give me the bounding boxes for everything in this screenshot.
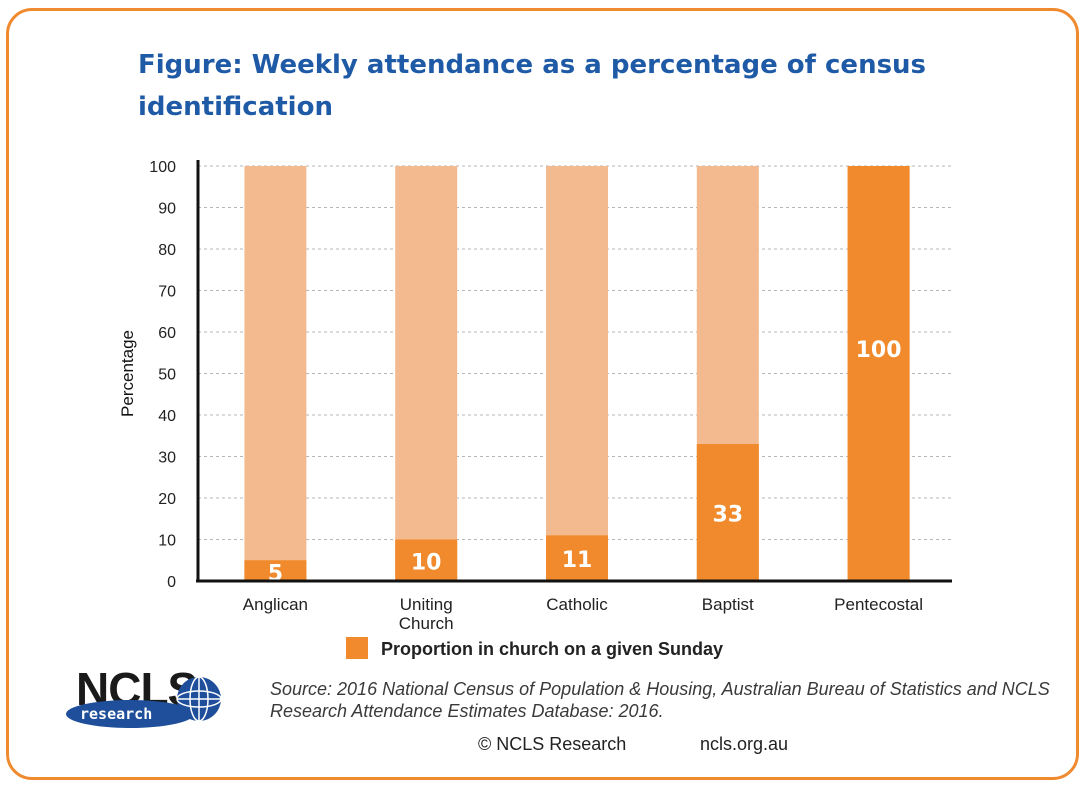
value-bar	[696, 444, 759, 581]
y-tick-label: 60	[158, 325, 176, 342]
legend-swatch	[346, 637, 368, 659]
figure-title: Figure: Weekly attendance as a percentag…	[138, 50, 927, 122]
y-tick-label: 50	[158, 367, 176, 384]
y-tick-label: 80	[158, 242, 176, 259]
y-tick-label: 90	[158, 201, 176, 218]
y-tick-label: 30	[158, 450, 176, 467]
data-label: 11	[562, 548, 593, 573]
y-axis-label: Percentage	[118, 330, 137, 417]
value-bar	[395, 539, 458, 581]
card-frame	[6, 8, 1079, 780]
y-tick-label: 100	[149, 159, 176, 176]
background-bar	[546, 166, 608, 581]
ncls-logo: NCLS research	[66, 664, 224, 738]
x-tick-label: Uniting	[400, 595, 453, 614]
data-label: 10	[411, 550, 442, 575]
globe-icon	[176, 676, 222, 722]
background-bar	[244, 166, 307, 581]
value-bar	[847, 166, 910, 581]
x-tick-label: Baptist	[702, 595, 754, 614]
y-tick-label: 70	[158, 284, 176, 301]
legend-label: Proportion in church on a given Sunday	[381, 639, 723, 659]
background-bar	[395, 166, 458, 581]
y-tick-label: 0	[167, 574, 176, 591]
data-label: 33	[712, 503, 743, 528]
logo-sub-text: research	[80, 705, 153, 723]
y-tick-label: 10	[158, 533, 176, 550]
value-bar	[546, 535, 608, 581]
x-tick-label: Pentecostal	[834, 595, 923, 614]
y-tick-label: 40	[158, 408, 176, 425]
value-bar	[244, 560, 307, 581]
x-tick-label: Catholic	[546, 595, 608, 614]
copyright-text: © NCLS Research	[478, 734, 627, 754]
source-note: Source: 2016 National Census of Populati…	[270, 679, 1050, 721]
x-tick-label: Church	[399, 614, 454, 633]
website-link[interactable]: ncls.org.au	[700, 734, 789, 754]
logo-oval	[66, 700, 194, 728]
y-tick-label: 20	[158, 491, 176, 508]
x-tick-label: Anglican	[243, 595, 308, 614]
data-label: 100	[856, 338, 902, 363]
